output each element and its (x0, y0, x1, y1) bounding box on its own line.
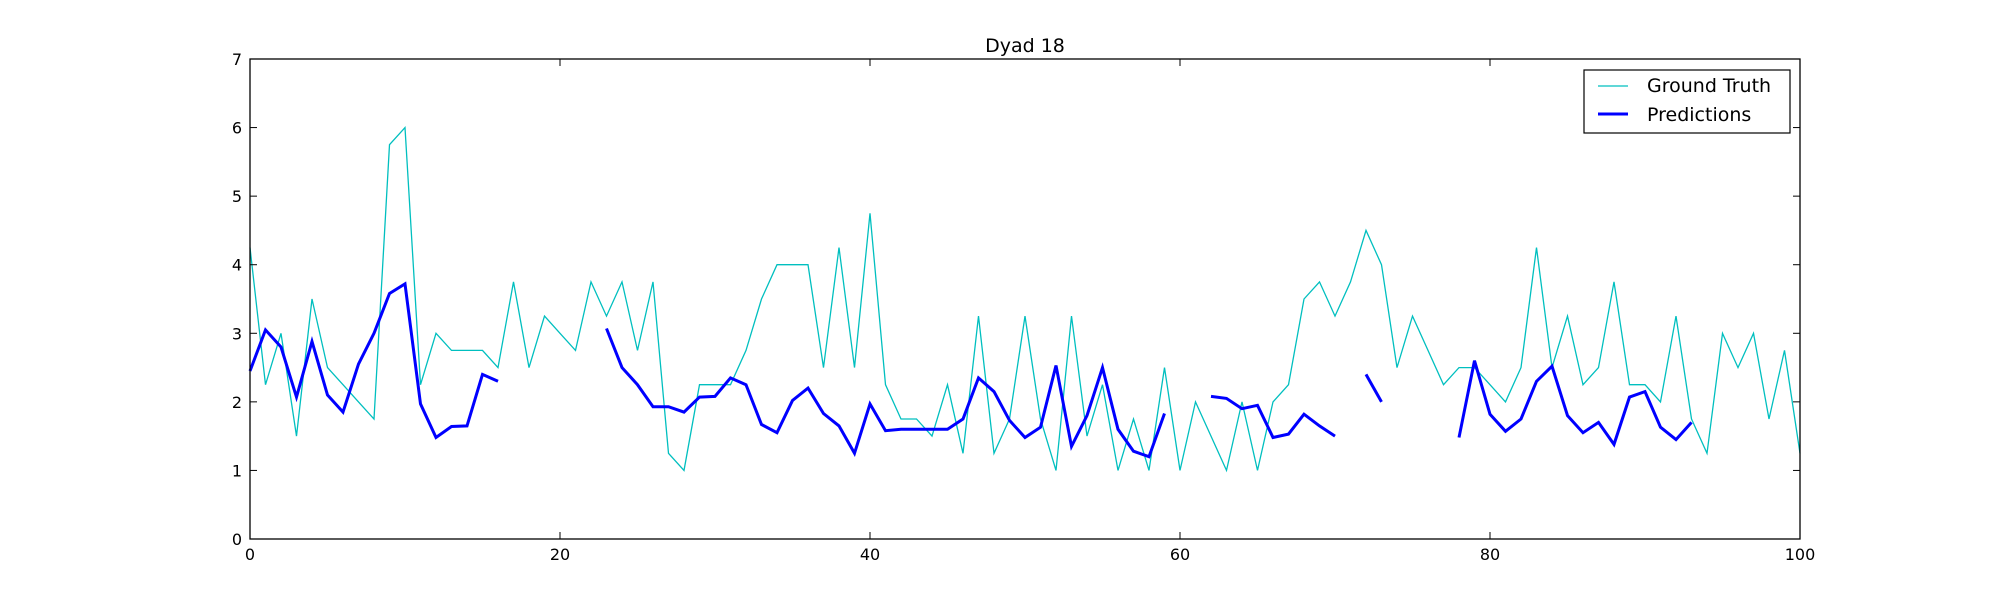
axis-ticks: 0 20 40 60 80 100 0 1 2 3 4 5 6 7 (232, 50, 1815, 564)
series-line-predictions-segment-0 (248, 281, 499, 440)
x-tick-label: 20 (550, 545, 570, 564)
y-tick-label: 4 (232, 256, 242, 275)
x-tick-label: 100 (1785, 545, 1816, 564)
y-tick-label: 3 (232, 324, 242, 343)
series-line-predictions-segment-2 (1210, 394, 1336, 440)
x-tick-label: 60 (1170, 545, 1190, 564)
legend: Ground Truth Predictions (1583, 69, 1791, 134)
series-predictions (248, 281, 1693, 459)
x-tick-label: 40 (860, 545, 880, 564)
series-line-predictions-segment-4 (1457, 360, 1693, 448)
series-ground-truth (249, 126, 1801, 473)
legend-label-predictions: Predictions (1647, 104, 1751, 126)
plot-frame (249, 58, 1801, 540)
x-tick-label: 0 (245, 545, 255, 564)
legend-label-ground-truth: Ground Truth (1647, 75, 1771, 97)
y-tick-label: 0 (232, 530, 242, 549)
y-tick-label: 5 (232, 187, 242, 206)
y-tick-label: 7 (232, 50, 242, 69)
legend-box (1583, 69, 1791, 134)
series-layer (248, 126, 1801, 473)
y-tick-label: 6 (232, 119, 242, 138)
chart-title: Dyad 18 (985, 35, 1065, 57)
x-tick-label: 80 (1480, 545, 1500, 564)
y-tick-label: 1 (232, 461, 242, 480)
series-line-predictions-segment-1 (605, 327, 1166, 459)
series-line-predictions-segment-3 (1364, 373, 1383, 403)
y-tick-label: 2 (232, 393, 242, 412)
series-line-ground-truth-segment-0 (249, 126, 1801, 473)
